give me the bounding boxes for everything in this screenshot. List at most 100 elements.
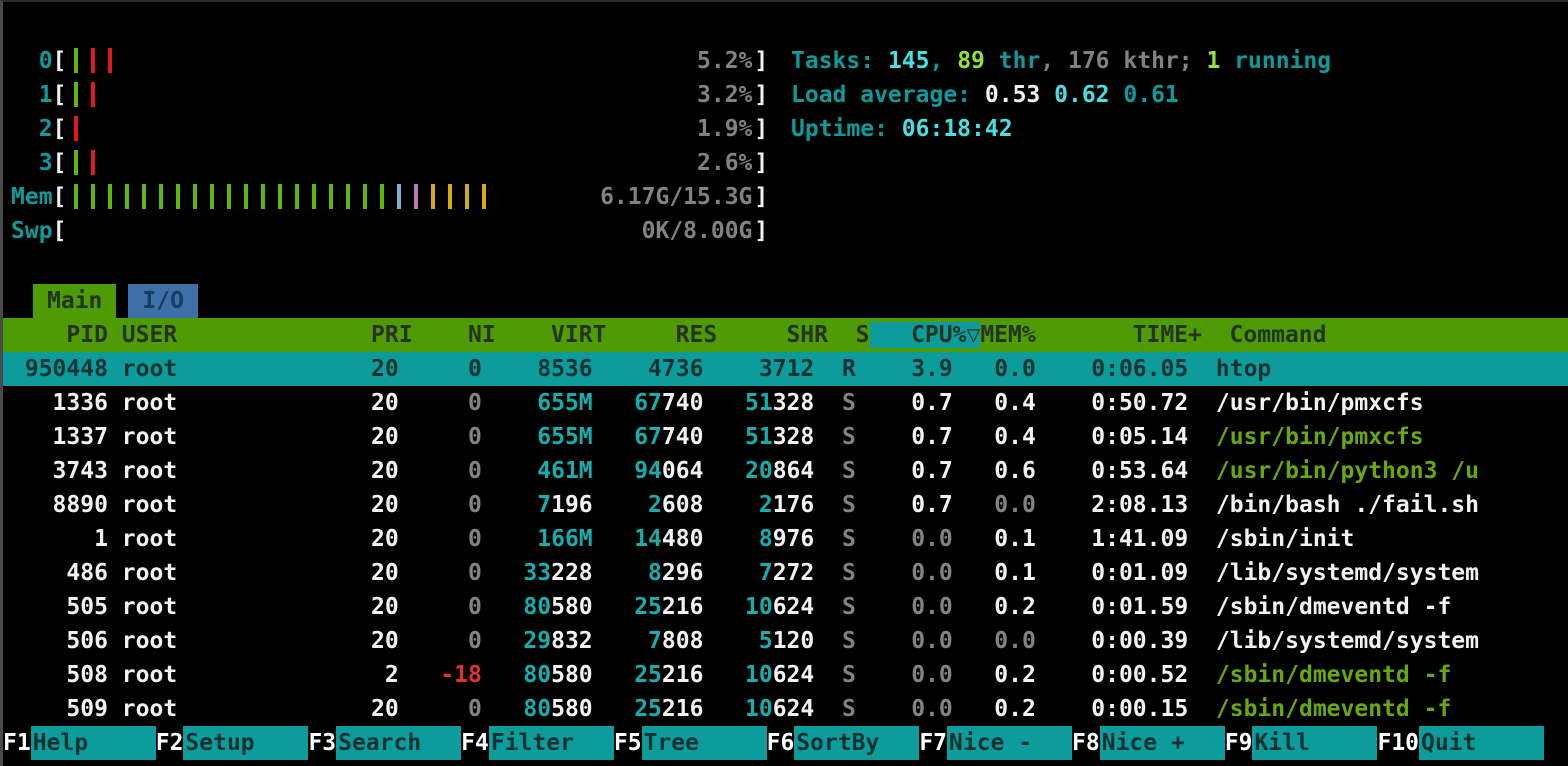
meter-bar-green xyxy=(329,184,334,209)
cell xyxy=(703,424,717,450)
meter-panel: 0[5.2%] 1[3.2%] 2[1.9%] 3[2.6%] Mem[6.17G… xyxy=(3,44,768,248)
meter-bar-green xyxy=(74,184,79,209)
meter-bar-green xyxy=(193,184,198,209)
cell: 508 xyxy=(11,662,108,688)
cell: 20 xyxy=(246,424,399,450)
meter-bar-green xyxy=(244,184,249,209)
process-row-506[interactable]: 506 root 20 0 29832 7808 5120 S 0.0 0.0 … xyxy=(3,624,1568,658)
cell xyxy=(108,492,122,518)
cell xyxy=(1188,458,1216,484)
fnkey-f2[interactable]: F2 xyxy=(155,726,184,760)
cell: 0:06.05 xyxy=(1035,356,1189,382)
cell: 8 xyxy=(606,560,662,586)
fnkey-f9[interactable]: F9 xyxy=(1224,726,1253,760)
cell xyxy=(482,458,496,484)
process-row-508[interactable]: 508 root 2 -18 80580 25216 10624 S 0.0 0… xyxy=(3,658,1568,692)
process-row-3743[interactable]: 3743 root 20 0 461M 94064 20864 S 0.7 0.… xyxy=(3,454,1568,488)
meter-bar-green xyxy=(210,184,215,209)
fnlabel-nice-[interactable]: Nice + xyxy=(1099,726,1225,760)
cell: 25 xyxy=(606,662,662,688)
fnkey-f5[interactable]: F5 xyxy=(613,726,642,760)
process-row-1336[interactable]: 1336 root 20 0 655M 67740 51328 S 0.7 0.… xyxy=(3,386,1568,420)
cell xyxy=(814,424,828,450)
info-text: thr xyxy=(984,48,1041,74)
header-columns[interactable]: PID USER PRI NI VIRT RES SHR S xyxy=(11,322,870,348)
cell xyxy=(593,628,607,654)
cell: 1:41.09 xyxy=(1035,526,1189,552)
cell xyxy=(953,594,967,620)
process-row-1[interactable]: 1 root 20 0 166M 14480 8976 S 0.0 0.1 1:… xyxy=(3,522,1568,556)
fnkey-f1[interactable]: F1 xyxy=(3,726,31,760)
cell xyxy=(953,526,967,552)
cell: 1 xyxy=(11,526,108,552)
cell: /usr/bin/pmxcfs xyxy=(1215,390,1424,416)
cell xyxy=(399,356,413,382)
cell: 480 xyxy=(661,526,704,552)
fnkey-f3[interactable]: F3 xyxy=(308,726,337,760)
cell: htop xyxy=(1215,356,1272,382)
fnlabel-tree[interactable]: Tree xyxy=(641,726,767,760)
cell: S xyxy=(828,424,856,450)
cell: 7 xyxy=(495,492,552,518)
process-row-509[interactable]: 509 root 20 0 80580 25216 10624 S 0.0 0.… xyxy=(3,692,1568,726)
fnkey-f10[interactable]: F10 xyxy=(1377,726,1420,760)
meter-bar-green xyxy=(312,184,317,209)
header-columns[interactable]: MEM% TIME+ Command xyxy=(980,322,1327,348)
process-row-1337[interactable]: 1337 root 20 0 655M 67740 51328 S 0.7 0.… xyxy=(3,420,1568,454)
cell: 506 xyxy=(11,628,108,654)
cell: 0:50.72 xyxy=(1035,390,1189,416)
cell xyxy=(814,696,828,722)
cell: 0.0 xyxy=(855,696,953,722)
fnkey-f4[interactable]: F4 xyxy=(461,726,489,760)
process-row-8890[interactable]: 8890 root 20 0 7196 2608 2176 S 0.7 0.0 … xyxy=(3,488,1568,522)
cell xyxy=(482,628,496,654)
fnlabel-quit[interactable]: Quit xyxy=(1419,726,1545,760)
info-text: Tasks: xyxy=(791,48,888,74)
meter-bar-green xyxy=(227,184,232,209)
table-header[interactable]: PID USER PRI NI VIRT RES SHR S CPU%▽MEM%… xyxy=(3,318,1568,352)
cell: -18 xyxy=(412,662,482,688)
meter-bar-yellow xyxy=(482,184,487,209)
cell xyxy=(108,662,122,688)
meter-open-bracket: [ xyxy=(52,184,67,210)
fnkey-f6[interactable]: F6 xyxy=(766,726,795,760)
cell: 0 xyxy=(412,356,482,382)
header-sort-column-cpu[interactable]: CPU%▽ xyxy=(869,322,981,348)
cell xyxy=(703,526,717,552)
cell: 2 xyxy=(606,492,662,518)
process-row-486[interactable]: 486 root 20 0 33228 8296 7272 S 0.0 0.1 … xyxy=(3,556,1568,590)
cell xyxy=(1188,424,1216,450)
fnlabel-search[interactable]: Search xyxy=(336,726,462,760)
cell xyxy=(953,424,967,450)
info-text: Uptime: xyxy=(791,116,902,142)
tab-main[interactable]: Main xyxy=(33,284,117,318)
meter-label: 0 xyxy=(11,48,53,74)
cell: 3.9 xyxy=(855,356,953,382)
cell xyxy=(108,594,122,620)
fnlabel-sortby[interactable]: SortBy xyxy=(794,726,920,760)
cell: 216 xyxy=(661,696,704,722)
process-row-950448[interactable]: 950448 root 20 0 8536 4736 3712 R 3.9 0.… xyxy=(3,352,1568,386)
cell: root xyxy=(121,356,247,382)
cell: 216 xyxy=(661,594,704,620)
tab-io[interactable]: I/O xyxy=(128,284,198,318)
fnkey-f8[interactable]: F8 xyxy=(1072,726,1100,760)
cell: 0 xyxy=(412,560,482,586)
fnlabel-help[interactable]: Help xyxy=(30,726,156,760)
fnlabel-setup[interactable]: Setup xyxy=(183,726,309,760)
fnlabel-kill[interactable]: Kill xyxy=(1252,726,1378,760)
fnkey-f7[interactable]: F7 xyxy=(919,726,948,760)
fnlabel-filter[interactable]: Filter xyxy=(488,726,614,760)
cell: 0 xyxy=(412,628,482,654)
cell: 655M xyxy=(495,390,593,416)
cell: 0:01.59 xyxy=(1035,594,1189,620)
cell: 0.2 xyxy=(966,662,1036,688)
process-row-505[interactable]: 505 root 20 0 80580 25216 10624 S 0.0 0.… xyxy=(3,590,1568,624)
cell xyxy=(108,628,122,654)
fnlabel-nice-[interactable]: Nice - xyxy=(947,726,1073,760)
cell xyxy=(399,424,413,450)
cell: 461M xyxy=(495,458,593,484)
cell xyxy=(703,390,717,416)
cell: 8 xyxy=(717,526,773,552)
cell xyxy=(593,662,607,688)
